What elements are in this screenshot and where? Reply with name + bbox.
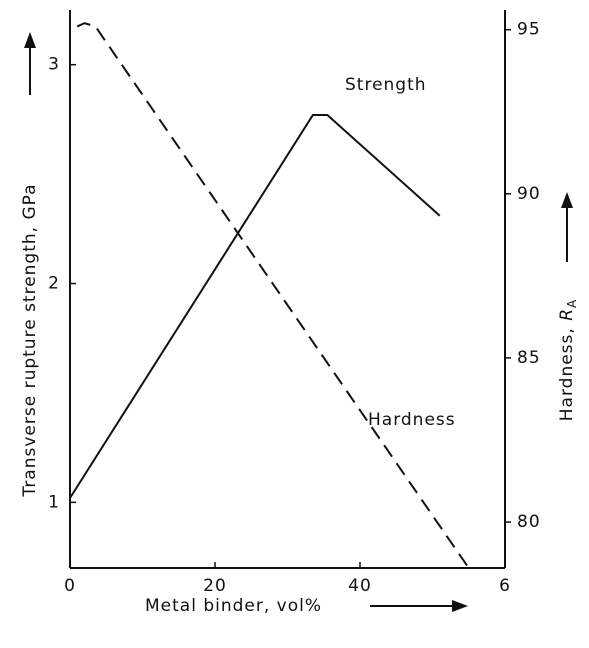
y2-axis-label: Hardness, RA [557,299,579,421]
series-label: Strength [345,75,427,95]
y2-tick-label: 80 [517,512,541,532]
y-axis-label: Transverse rupture strength, GPa [20,183,40,497]
x-arrow [370,600,468,612]
x-tick-label: 40 [348,576,372,596]
y-tick-label: 3 [48,55,60,75]
x-tick-label: 6 [499,576,511,596]
series-line [69,114,441,499]
series-label: Hardness [368,410,456,430]
y2-tick-label: 90 [517,184,541,204]
y2-label-symbol: R [557,308,577,321]
series-line [76,22,470,569]
x-tick-label: 0 [64,576,76,596]
y2-arrow [561,192,573,262]
y-tick-label: 2 [48,274,60,294]
y-arrow [24,32,36,95]
y-tick-label: 1 [48,492,60,512]
x-axis-label: Metal binder, vol% [145,596,322,616]
y2-tick-label: 95 [517,20,541,40]
x-tick-label: 20 [203,576,227,596]
y2-label-text: Hardness, [557,327,577,421]
y2-label-subscript: A [565,299,579,308]
y2-tick-label: 85 [517,348,541,368]
